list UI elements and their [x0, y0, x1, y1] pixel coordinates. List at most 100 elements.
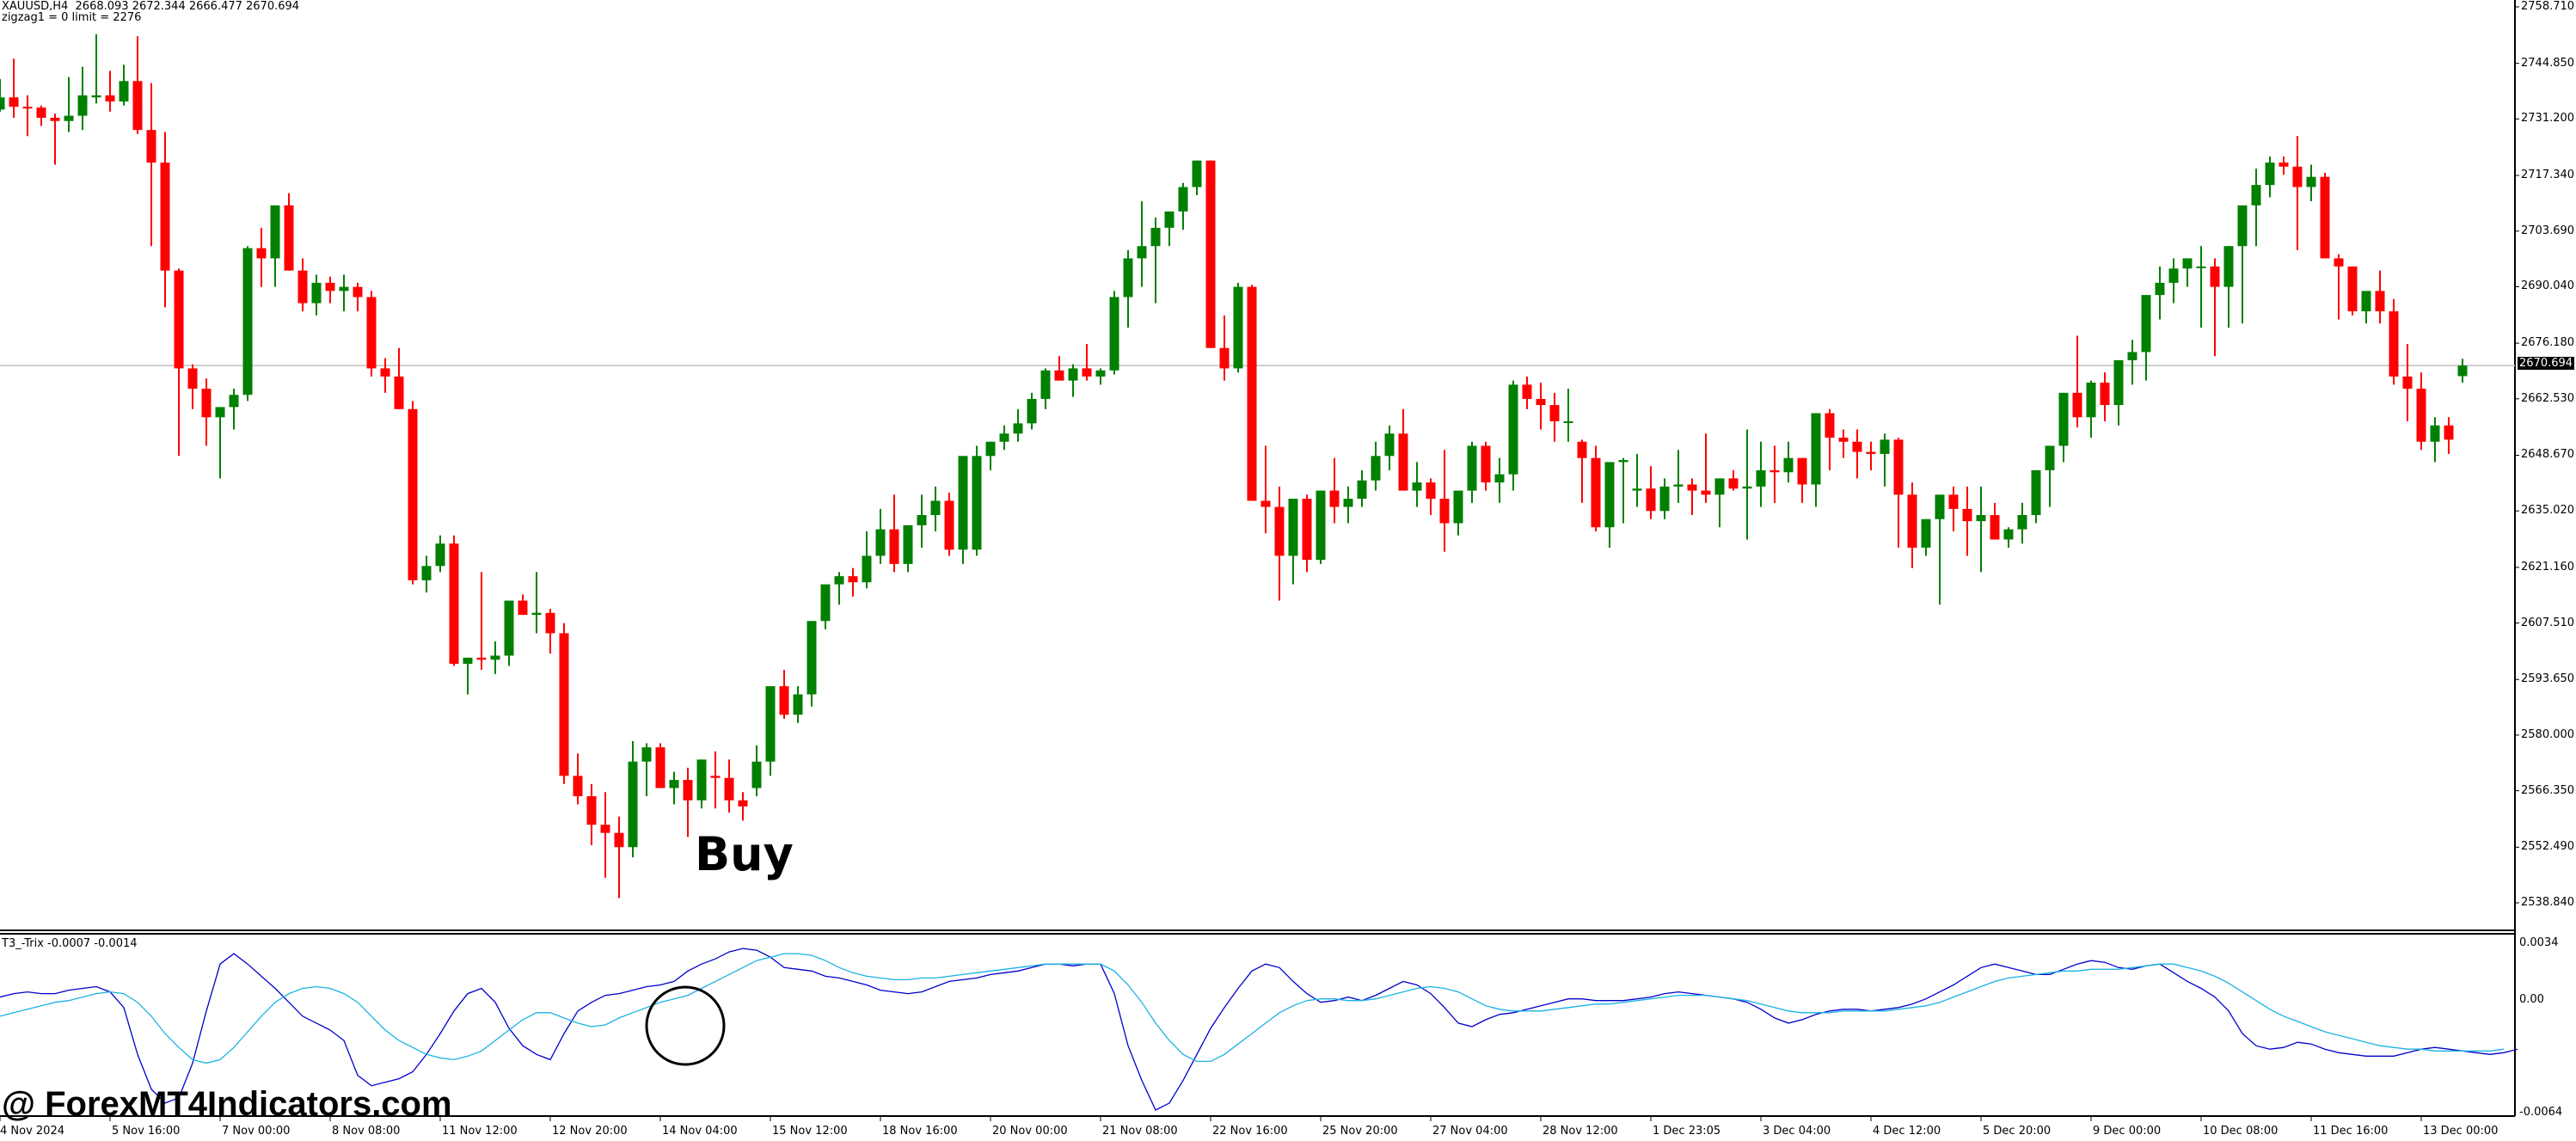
candle[interactable] [353, 282, 363, 312]
candle[interactable] [2251, 169, 2261, 247]
candle[interactable] [242, 246, 253, 402]
candle[interactable] [311, 274, 322, 316]
candle[interactable] [614, 816, 624, 899]
candle[interactable] [2292, 136, 2303, 250]
candle[interactable] [256, 227, 267, 287]
candle[interactable] [1453, 490, 1463, 536]
candle[interactable] [339, 274, 349, 312]
candle[interactable] [2416, 372, 2426, 451]
candle[interactable] [1192, 160, 1202, 195]
candle[interactable] [2210, 258, 2220, 357]
candle[interactable] [641, 743, 652, 797]
candle[interactable] [1384, 425, 1395, 470]
candle[interactable] [958, 456, 968, 564]
candle[interactable] [380, 358, 390, 393]
candle[interactable] [1467, 441, 1477, 503]
candle[interactable] [105, 71, 115, 112]
candle[interactable] [408, 401, 418, 585]
candle[interactable] [765, 686, 776, 776]
candle[interactable] [1728, 469, 1739, 491]
candle[interactable] [1825, 408, 1835, 470]
candle[interactable] [2279, 156, 2289, 175]
candle[interactable] [187, 364, 198, 409]
candle[interactable] [2237, 205, 2248, 324]
candle[interactable] [394, 347, 404, 409]
candle[interactable] [917, 494, 927, 548]
candle[interactable] [1990, 502, 2000, 540]
candle[interactable] [1935, 494, 1945, 605]
candle[interactable] [1769, 445, 1780, 503]
candle[interactable] [875, 508, 886, 564]
candle[interactable] [160, 132, 170, 308]
candle[interactable] [1962, 486, 1972, 556]
candle[interactable] [1426, 478, 1436, 516]
candle[interactable] [1205, 160, 1216, 348]
candle[interactable] [1714, 478, 1725, 528]
candle[interactable] [2113, 359, 2124, 426]
candle[interactable] [2086, 380, 2096, 438]
candle[interactable] [1591, 445, 1601, 531]
candle[interactable] [1481, 441, 1491, 491]
candle[interactable] [2375, 270, 2385, 324]
candle[interactable] [628, 741, 638, 858]
candle[interactable] [2402, 343, 2413, 422]
candle[interactable] [1054, 356, 1064, 381]
candle[interactable] [2223, 246, 2234, 328]
candle[interactable] [490, 641, 500, 674]
candle[interactable] [2141, 295, 2151, 381]
candle[interactable] [0, 78, 5, 112]
candle[interactable] [91, 34, 101, 104]
candle[interactable] [366, 291, 377, 377]
candle[interactable] [1343, 486, 1353, 524]
candle[interactable] [1522, 376, 1532, 409]
candle[interactable] [1219, 315, 1230, 381]
candle[interactable] [2444, 417, 2454, 454]
candle[interactable] [2017, 502, 2027, 544]
candle[interactable] [1976, 486, 1986, 573]
candle[interactable] [1233, 282, 1243, 373]
candle[interactable] [2182, 258, 2193, 287]
candle[interactable] [1357, 469, 1367, 507]
candle[interactable] [1178, 182, 1188, 230]
candle[interactable] [738, 792, 748, 821]
candle[interactable] [270, 205, 280, 287]
candle[interactable] [1013, 408, 1023, 442]
candle[interactable] [1866, 441, 1876, 470]
candle[interactable] [1288, 499, 1298, 585]
candle[interactable] [1838, 429, 1849, 458]
candle[interactable] [201, 378, 212, 446]
candle[interactable] [1742, 429, 1752, 540]
candle[interactable] [1811, 413, 1821, 507]
candle[interactable] [1687, 478, 1697, 516]
candle[interactable] [1756, 441, 1766, 507]
candle[interactable] [779, 670, 789, 719]
candle[interactable] [435, 535, 445, 573]
candle[interactable] [724, 759, 734, 813]
candle[interactable] [573, 753, 583, 805]
candle[interactable] [2320, 172, 2330, 259]
candle[interactable] [1646, 466, 1656, 519]
candle[interactable] [229, 389, 239, 430]
candle[interactable] [1783, 441, 1794, 483]
candle[interactable] [683, 767, 693, 837]
candle[interactable] [1398, 408, 1408, 491]
candle[interactable] [174, 268, 184, 457]
candle[interactable] [2306, 164, 2316, 202]
candle[interactable] [9, 58, 19, 118]
candle[interactable] [2127, 340, 2137, 385]
candle[interactable] [531, 572, 542, 634]
candle[interactable] [586, 783, 597, 845]
candle[interactable] [1880, 433, 1890, 487]
candle[interactable] [215, 407, 225, 479]
candle[interactable] [36, 105, 46, 126]
candle[interactable] [22, 95, 33, 137]
candle[interactable] [972, 445, 982, 556]
candle[interactable] [2361, 291, 2371, 324]
candle[interactable] [1659, 478, 1670, 519]
candle[interactable] [518, 594, 528, 616]
candle[interactable] [985, 441, 996, 470]
candle[interactable] [1797, 457, 1807, 503]
candle[interactable] [545, 609, 555, 654]
candle[interactable] [463, 657, 473, 695]
